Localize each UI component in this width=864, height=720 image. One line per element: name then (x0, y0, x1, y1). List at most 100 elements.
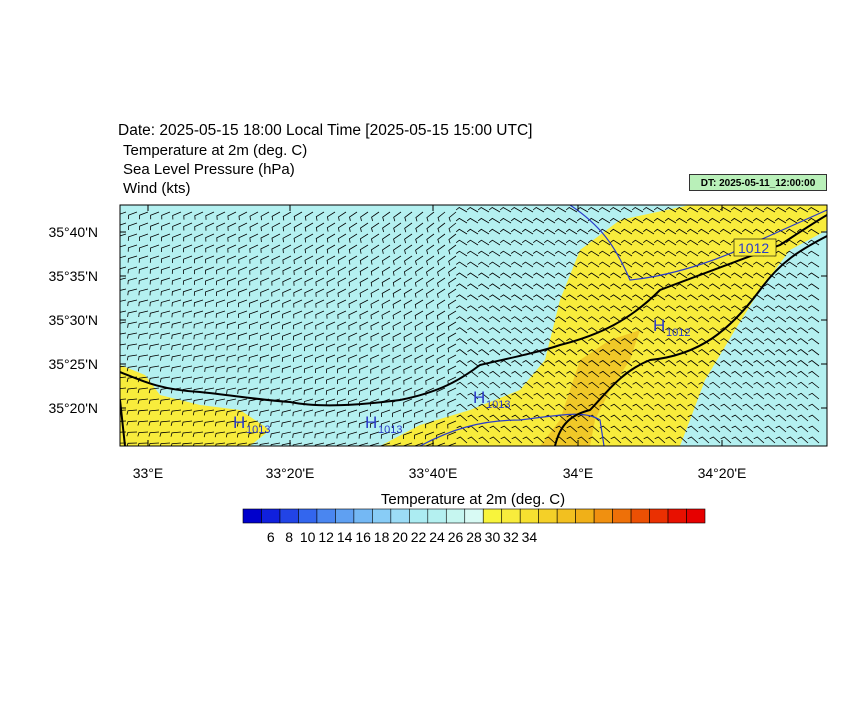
wind-barb (436, 332, 446, 342)
wind-barb (447, 332, 457, 342)
wind-barb (522, 381, 534, 389)
wind-barb (676, 425, 688, 433)
wind-barb (172, 244, 182, 253)
wind-barb (370, 387, 380, 396)
wind-barb (664, 250, 677, 257)
wind-barb (216, 255, 226, 264)
wind-barb (708, 217, 721, 224)
wind-barb (226, 321, 237, 329)
wind-barb (137, 387, 149, 394)
wind-barb (588, 327, 600, 334)
wind-barb (466, 207, 479, 213)
colorbar-label: 32 (503, 529, 519, 545)
wind-barb (753, 327, 765, 334)
wind-barb (205, 288, 215, 296)
wind-barb (500, 349, 512, 356)
wind-barb (325, 442, 336, 446)
wind-barb (775, 316, 787, 323)
wind-barb (227, 222, 237, 231)
wind-barb (215, 409, 226, 416)
wind-barb (786, 392, 798, 400)
svg-text:1012: 1012 (738, 240, 769, 256)
wind-barb (664, 217, 677, 224)
wind-barb (478, 327, 490, 334)
wind-barb (304, 222, 314, 232)
wind-barb (171, 288, 182, 296)
wind-barb (764, 414, 776, 422)
wind-barb (281, 442, 292, 446)
wind-barb (159, 398, 171, 405)
high-label: H 1013 (365, 413, 402, 436)
wind-barb (426, 233, 435, 244)
colorbar-swatch (593, 508, 613, 524)
wind-barb (326, 244, 336, 254)
wind-barb (753, 349, 765, 356)
wind-barb (621, 414, 633, 422)
wind-barb (577, 316, 589, 323)
wind-barb (720, 370, 732, 378)
wind-barb (120, 255, 127, 259)
wind-barb (392, 277, 402, 287)
wind-barb (455, 239, 468, 246)
wind-barb (326, 321, 336, 330)
wind-barb (182, 299, 193, 307)
wind-barb (511, 349, 523, 356)
wind-barb (138, 354, 149, 361)
wind-barb (676, 403, 688, 411)
wind-barb (730, 217, 743, 224)
wind-barb (382, 211, 391, 222)
wind-barb (797, 272, 809, 279)
wind-barb (249, 277, 259, 286)
wind-barb (544, 425, 556, 433)
wind-barb (237, 442, 248, 446)
wind-barb (533, 338, 545, 345)
wind-barb (237, 332, 248, 340)
lon-label: 33°40'E (408, 465, 458, 481)
wind-barb (414, 431, 424, 440)
wind-barb (149, 255, 160, 263)
wind-barb (631, 250, 644, 257)
wind-barb (742, 294, 754, 301)
wind-barb (544, 403, 556, 411)
wind-barb (204, 442, 215, 446)
wind-barb (448, 233, 457, 244)
wind-barb (642, 207, 655, 213)
wind-barb (359, 321, 369, 330)
wind-barb (742, 381, 754, 389)
wind-barb (588, 381, 600, 389)
wind-barb (610, 360, 622, 367)
wind-barb (764, 392, 776, 400)
wind-barb (161, 222, 171, 231)
wind-barb (260, 233, 270, 243)
wind-barb (139, 233, 149, 242)
wind-barb (554, 207, 567, 213)
wind-barb (282, 299, 292, 308)
wind-barb (774, 217, 787, 224)
wind-barb (271, 332, 281, 341)
wind-barb (248, 431, 259, 438)
wind-barb (510, 261, 523, 268)
wind-barb (643, 370, 655, 378)
wind-barb (643, 349, 655, 356)
wind-barb (358, 431, 369, 439)
lat-label: 35°20'N (48, 400, 98, 416)
wind-barb (555, 272, 567, 279)
wind-barb (360, 211, 369, 222)
wind-barb (566, 414, 578, 422)
wind-barb (392, 420, 402, 429)
wind-barb (566, 360, 578, 367)
wind-barb (447, 321, 457, 331)
wind-barb (544, 338, 556, 345)
wind-barb (448, 244, 457, 255)
wind-barb (337, 244, 347, 254)
wind-barb (392, 365, 402, 374)
wind-barb (566, 403, 578, 411)
wind-barb (654, 414, 666, 422)
wind-barb (204, 299, 215, 307)
wind-barb (477, 217, 490, 224)
wind-barb (533, 425, 545, 433)
wind-barb (764, 381, 776, 389)
wind-barb (426, 222, 435, 233)
wind-barb (566, 436, 578, 444)
wind-barb (204, 332, 215, 340)
